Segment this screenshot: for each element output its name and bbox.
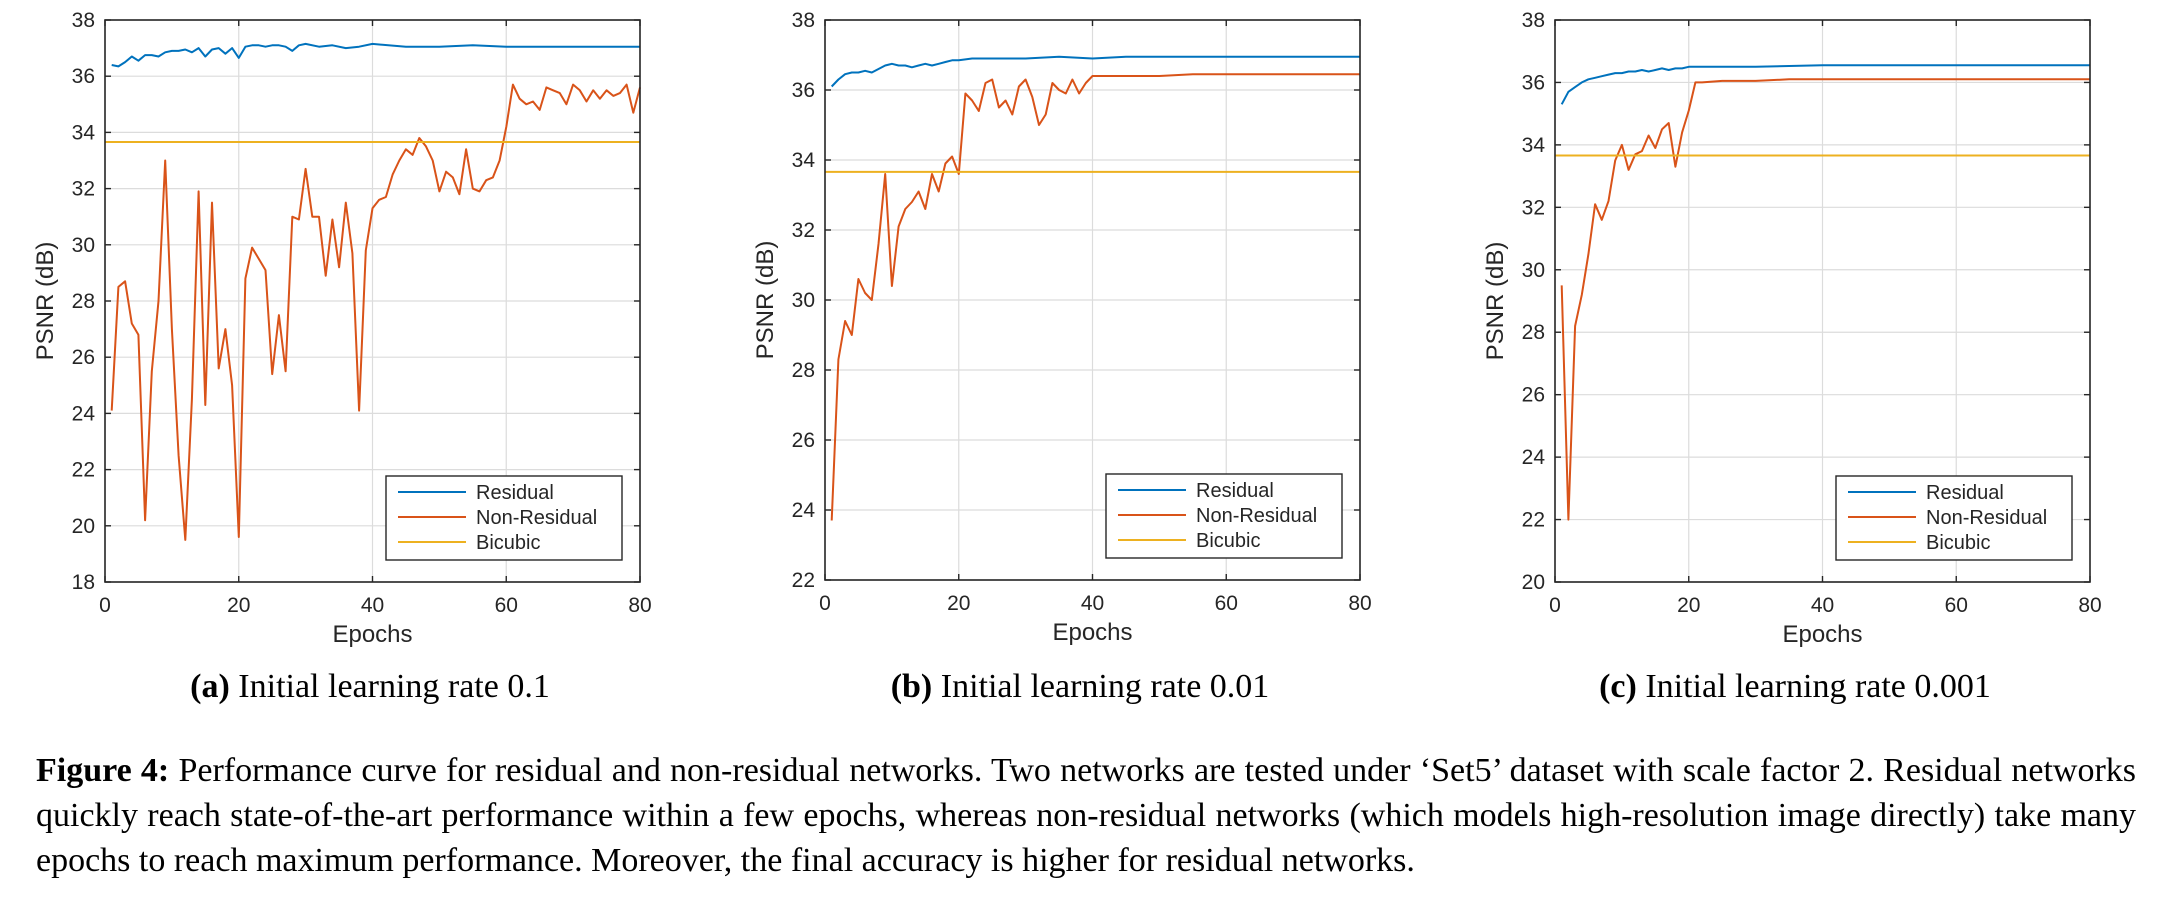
tick-label-y: 38 [792,9,815,32]
legend: Residual Non-Residual Bicubic [1105,473,1343,559]
tick-label-y: 34 [792,149,816,172]
tick-label-x: 60 [495,594,518,617]
series-line-residual [830,55,1360,88]
tick-label-y: 36 [72,65,95,88]
y-axis-label: PSNR (dB) [752,241,779,360]
tick-label-y: 28 [72,290,95,313]
series-line-non-residual [830,73,1360,521]
subcaption-b: (b) Initial learning rate 0.01 [815,668,1345,718]
tick-label-x: 80 [1348,592,1371,615]
tick-label-y: 30 [1522,259,1545,282]
legend-label-non-residual: Non-Residual [1926,507,2047,529]
tick-label-y: 26 [792,429,815,452]
series-line-non-residual [110,83,641,541]
tick-label-y: 32 [1522,196,1545,219]
subcaption-b-label: (b) [890,668,933,705]
tick-label-y: 20 [72,515,95,538]
tick-label-x: 80 [2078,594,2101,617]
tick-label-x: 40 [1811,594,1834,617]
legend-label-non-residual: Non-Residual [476,507,597,529]
legend-label-residual: Residual [1926,482,2004,504]
x-axis-label: Epochs [1052,619,1132,646]
tick-label-y: 38 [72,9,95,32]
tick-label-x: 60 [1945,594,1968,617]
tick-label-y: 34 [72,121,96,144]
tick-label-y: 24 [1522,446,1546,469]
chart-panel-b: 22 24 26 28 30 32 34 36 38 0 20 40 60 80 Epochs PSNR (d… [752,9,1372,646]
tick-label-x: 60 [1215,592,1238,615]
subcaption-c: (c) Initial learning rate 0.001 [1525,668,2065,718]
tick-label-y: 22 [1522,509,1545,532]
chart-panel-a: 18 20 22 24 26 28 30 32 34 36 38 0 20 40 60 80 Epochs PSN… [32,9,652,648]
tick-label-y: 36 [792,79,815,102]
tick-label-y: 36 [1522,71,1545,94]
tick-label-y: 24 [792,499,816,522]
tick-label-x: 80 [628,594,651,617]
tick-label-y: 30 [72,234,95,257]
y-axis-label: PSNR (dB) [1482,242,1509,361]
tick-label-x: 0 [1549,594,1561,617]
subcaption-a: (a) Initial learning rate 0.1 [105,668,635,718]
tick-label-y: 26 [1522,384,1545,407]
subcaption-a-text: Initial learning rate 0.1 [238,668,550,705]
legend-label-residual: Residual [476,482,554,504]
figure-caption-text: Performance curve for residual and non-r… [36,752,2137,879]
legend-label-bicubic: Bicubic [1196,530,1260,552]
legend-label-bicubic: Bicubic [1926,532,1990,554]
tick-label-y: 28 [792,359,815,382]
series-line-residual [111,42,640,68]
subcaption-c-label: (c) [1599,668,1637,705]
tick-label-x: 20 [947,592,970,615]
tick-label-y: 22 [72,459,95,482]
tick-label-x: 0 [99,594,111,617]
x-axis-label: Epochs [332,621,412,648]
tick-label-y: 32 [72,178,95,201]
tick-label-y: 32 [792,219,815,242]
series-line-residual [1560,64,2090,105]
tick-label-y: 22 [792,569,815,592]
tick-label-y: 24 [72,402,96,425]
subcaption-c-text: Initial learning rate 0.001 [1645,668,1991,705]
subcaption-a-label: (a) [190,668,230,705]
tick-label-x: 0 [819,592,831,615]
tick-label-y: 34 [1522,134,1546,157]
tick-label-x: 20 [227,594,250,617]
y-axis-label: PSNR (dB) [32,242,59,361]
tick-label-y: 26 [72,346,95,369]
tick-label-y: 38 [1522,9,1545,32]
tick-label-x: 40 [361,594,384,617]
figure-caption-label: Figure 4: [36,752,170,789]
legend-label-bicubic: Bicubic [476,532,540,554]
figure-caption: Figure 4: Performance curve for residual… [36,748,2136,883]
legend: Residual Non-Residual Bicubic [1835,475,2073,561]
legend-label-non-residual: Non-Residual [1196,505,1317,527]
legend-label-residual: Residual [1196,480,1274,502]
tick-label-y: 20 [1522,571,1545,594]
x-axis-label: Epochs [1782,621,1862,648]
legend: Residual Non-Residual Bicubic [385,475,623,561]
tick-label-y: 28 [1522,321,1545,344]
tick-label-x: 40 [1081,592,1104,615]
tick-label-y: 18 [72,571,95,594]
tick-label-y: 30 [792,289,815,312]
tick-label-x: 20 [1677,594,1700,617]
series-line-non-residual [1560,78,2090,521]
subcaption-b-text: Initial learning rate 0.01 [940,668,1270,705]
